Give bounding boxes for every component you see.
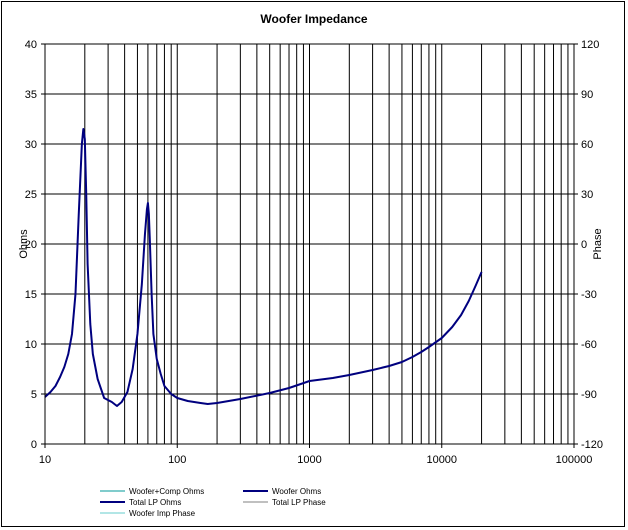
axes: 0 5 10 15 20 25 30 35 40 -120 -90 -60 -30 0 30 60 90 120 1…: [25, 39, 603, 466]
legend-label: Woofer Ohms: [272, 487, 321, 496]
y2-axis-label: Phase: [592, 228, 604, 259]
legend-label: Woofer+Comp Ohms: [129, 487, 204, 496]
x-tick-label: 1000: [297, 454, 321, 466]
y-tick-label: 0: [31, 439, 37, 451]
y-tick-label: 35: [25, 89, 37, 101]
chart-title: Woofer Impedance: [260, 12, 367, 26]
legend-label: Total LP Ohms: [129, 498, 181, 507]
series-line-woofer-ohms: [44, 128, 483, 407]
grid: [44, 43, 575, 445]
x-tick-label: 10000: [426, 454, 457, 466]
y2-tick-label: 120: [581, 39, 599, 51]
legend-label: Woofer Imp Phase: [129, 509, 196, 518]
series-layer: [44, 128, 483, 407]
y2-tick-label: -30: [581, 289, 597, 301]
legend: Woofer+Comp Ohms Woofer Ohms Total LP Ohms…: [100, 487, 326, 518]
y2-tick-label: 60: [581, 139, 593, 151]
y2-tick-label: -120: [581, 439, 603, 451]
x-tick-label: 100: [168, 454, 186, 466]
x-tick-label: 100000: [556, 454, 593, 466]
y2-tick-label: -90: [581, 389, 597, 401]
y-tick-label: 5: [31, 389, 37, 401]
y-tick-label: 10: [25, 339, 37, 351]
y-tick-label: 15: [25, 289, 37, 301]
y2-tick-label: 30: [581, 189, 593, 201]
y-axis-label: Ohms: [18, 229, 30, 259]
y2-tick-label: 90: [581, 89, 593, 101]
legend-label: Total LP Phase: [272, 498, 326, 507]
y2-tick-label: 0: [581, 239, 587, 251]
y-tick-label: 25: [25, 189, 37, 201]
y2-tick-label: -60: [581, 339, 597, 351]
x-tick-label: 10: [39, 454, 51, 466]
y-tick-label: 30: [25, 139, 37, 151]
y-tick-label: 40: [25, 39, 37, 51]
y-tick-label: 20: [25, 239, 37, 251]
